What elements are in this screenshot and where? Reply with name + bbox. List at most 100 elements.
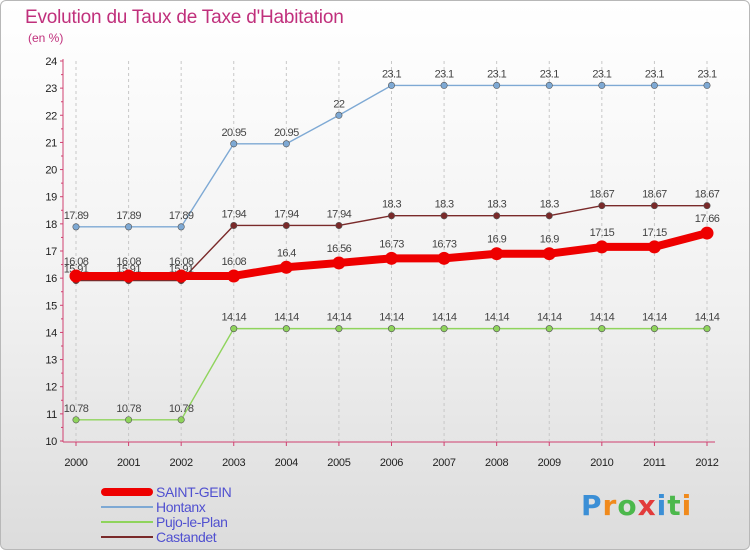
data-point-castandet xyxy=(598,202,606,210)
y-tick-label: 16 xyxy=(45,273,57,285)
data-point-castandet xyxy=(387,212,395,220)
data-point-hontanx xyxy=(545,81,553,89)
data-label-pujo-le-plan: 14.14 xyxy=(695,312,720,324)
data-point-pujo-le-plan xyxy=(387,325,395,333)
y-tick-label: 20 xyxy=(45,165,57,177)
x-tick-label: 2011 xyxy=(643,457,666,469)
data-label-hontanx: 23.1 xyxy=(592,68,611,80)
data-label-castandet: 18.67 xyxy=(590,189,615,201)
data-point-pujo-le-plan xyxy=(493,325,501,333)
data-point-castandet xyxy=(230,221,238,229)
data-label-castandet: 18.3 xyxy=(487,199,506,211)
chart-title: Evolution du Taux de Taxe d'Habitation xyxy=(25,7,344,28)
legend-label: Pujo-le-Plan xyxy=(156,514,228,530)
data-point-hontanx xyxy=(177,223,185,231)
data-label-saint-gein: 17.15 xyxy=(590,227,615,239)
y-tick-label: 21 xyxy=(45,137,57,149)
data-label-pujo-le-plan: 14.14 xyxy=(484,312,509,324)
data-label-castandet: 17.94 xyxy=(327,208,352,220)
legend-swatch xyxy=(101,488,153,496)
data-label-saint-gein: 16.08 xyxy=(169,256,194,268)
data-point-pujo-le-plan xyxy=(177,416,185,424)
data-label-castandet: 17.94 xyxy=(274,208,299,220)
data-point-pujo-le-plan xyxy=(282,325,290,333)
data-label-pujo-le-plan: 14.14 xyxy=(537,312,562,324)
data-point-castandet xyxy=(703,202,711,210)
logo-letter: i xyxy=(656,489,668,522)
data-point-hontanx xyxy=(335,111,343,119)
data-label-pujo-le-plan: 14.14 xyxy=(432,312,457,324)
data-label-pujo-le-plan: 14.14 xyxy=(327,312,352,324)
data-point-hontanx xyxy=(703,81,711,89)
data-point-castandet xyxy=(440,212,448,220)
logo-letter: P xyxy=(581,489,603,522)
x-tick-label: 2005 xyxy=(327,457,350,469)
data-label-pujo-le-plan: 14.14 xyxy=(274,312,299,324)
data-label-saint-gein: 16.73 xyxy=(432,238,457,250)
y-tick-label: 10 xyxy=(45,436,57,448)
y-tick-label: 22 xyxy=(45,110,57,122)
data-point-pujo-le-plan xyxy=(125,416,133,424)
data-point-hontanx xyxy=(282,140,290,148)
data-point-saint-gein xyxy=(437,251,451,265)
data-point-hontanx xyxy=(598,81,606,89)
data-point-hontanx xyxy=(72,223,80,231)
data-label-pujo-le-plan: 14.14 xyxy=(221,312,246,324)
data-point-hontanx xyxy=(493,81,501,89)
legend-label: Hontanx xyxy=(156,499,206,515)
legend-label: SAINT-GEIN xyxy=(156,484,232,500)
data-point-pujo-le-plan xyxy=(545,325,553,333)
data-label-saint-gein: 16.4 xyxy=(277,247,296,259)
logo-letter: r xyxy=(602,489,618,522)
data-label-saint-gein: 16.9 xyxy=(540,234,559,246)
data-point-castandet xyxy=(335,221,343,229)
data-point-pujo-le-plan xyxy=(703,325,711,333)
data-label-hontanx: 23.1 xyxy=(540,68,559,80)
data-point-saint-gein xyxy=(490,247,504,261)
proxiti-logo: Proxiti xyxy=(581,489,692,522)
data-label-castandet: 18.67 xyxy=(695,189,720,201)
logo-letter: t xyxy=(667,489,682,522)
data-point-castandet xyxy=(282,221,290,229)
data-point-saint-gein xyxy=(279,260,293,274)
data-label-pujo-le-plan: 14.14 xyxy=(379,312,404,324)
data-point-pujo-le-plan xyxy=(650,325,658,333)
logo-letter: i xyxy=(681,489,693,522)
data-label-saint-gein: 16.56 xyxy=(327,243,352,255)
chart-subtitle: (en %) xyxy=(28,31,64,45)
data-point-saint-gein xyxy=(174,269,188,283)
data-label-pujo-le-plan: 10.78 xyxy=(116,403,141,415)
data-point-saint-gein xyxy=(69,269,83,283)
data-point-pujo-le-plan xyxy=(72,416,80,424)
data-point-saint-gein xyxy=(647,240,661,254)
data-point-hontanx xyxy=(125,223,133,231)
data-point-saint-gein xyxy=(122,269,136,283)
x-tick-label: 2004 xyxy=(275,457,298,469)
logo-letter: o xyxy=(617,489,638,522)
data-label-hontanx: 23.1 xyxy=(645,68,664,80)
data-point-castandet xyxy=(545,212,553,220)
data-label-castandet: 18.3 xyxy=(382,199,401,211)
legend-label: Castandet xyxy=(156,529,217,545)
data-label-saint-gein: 17.66 xyxy=(695,213,720,225)
data-point-hontanx xyxy=(650,81,658,89)
data-label-hontanx: 17.89 xyxy=(169,210,194,222)
data-point-saint-gein xyxy=(227,269,241,283)
data-label-hontanx: 23.1 xyxy=(435,68,454,80)
data-label-pujo-le-plan: 14.14 xyxy=(642,312,667,324)
data-label-saint-gein: 16.9 xyxy=(487,234,506,246)
y-tick-label: 19 xyxy=(45,192,57,204)
data-label-hontanx: 23.1 xyxy=(487,68,506,80)
data-point-saint-gein xyxy=(542,247,556,261)
x-tick-label: 2010 xyxy=(590,457,613,469)
y-tick-label: 18 xyxy=(45,219,57,231)
data-label-saint-gein: 16.08 xyxy=(221,256,246,268)
y-tick-label: 24 xyxy=(45,56,57,68)
data-point-hontanx xyxy=(230,140,238,148)
legend-swatch xyxy=(101,536,153,538)
data-label-hontanx: 22 xyxy=(333,98,345,110)
data-point-castandet xyxy=(650,202,658,210)
data-label-saint-gein: 16.08 xyxy=(64,256,89,268)
data-label-castandet: 18.67 xyxy=(642,189,667,201)
